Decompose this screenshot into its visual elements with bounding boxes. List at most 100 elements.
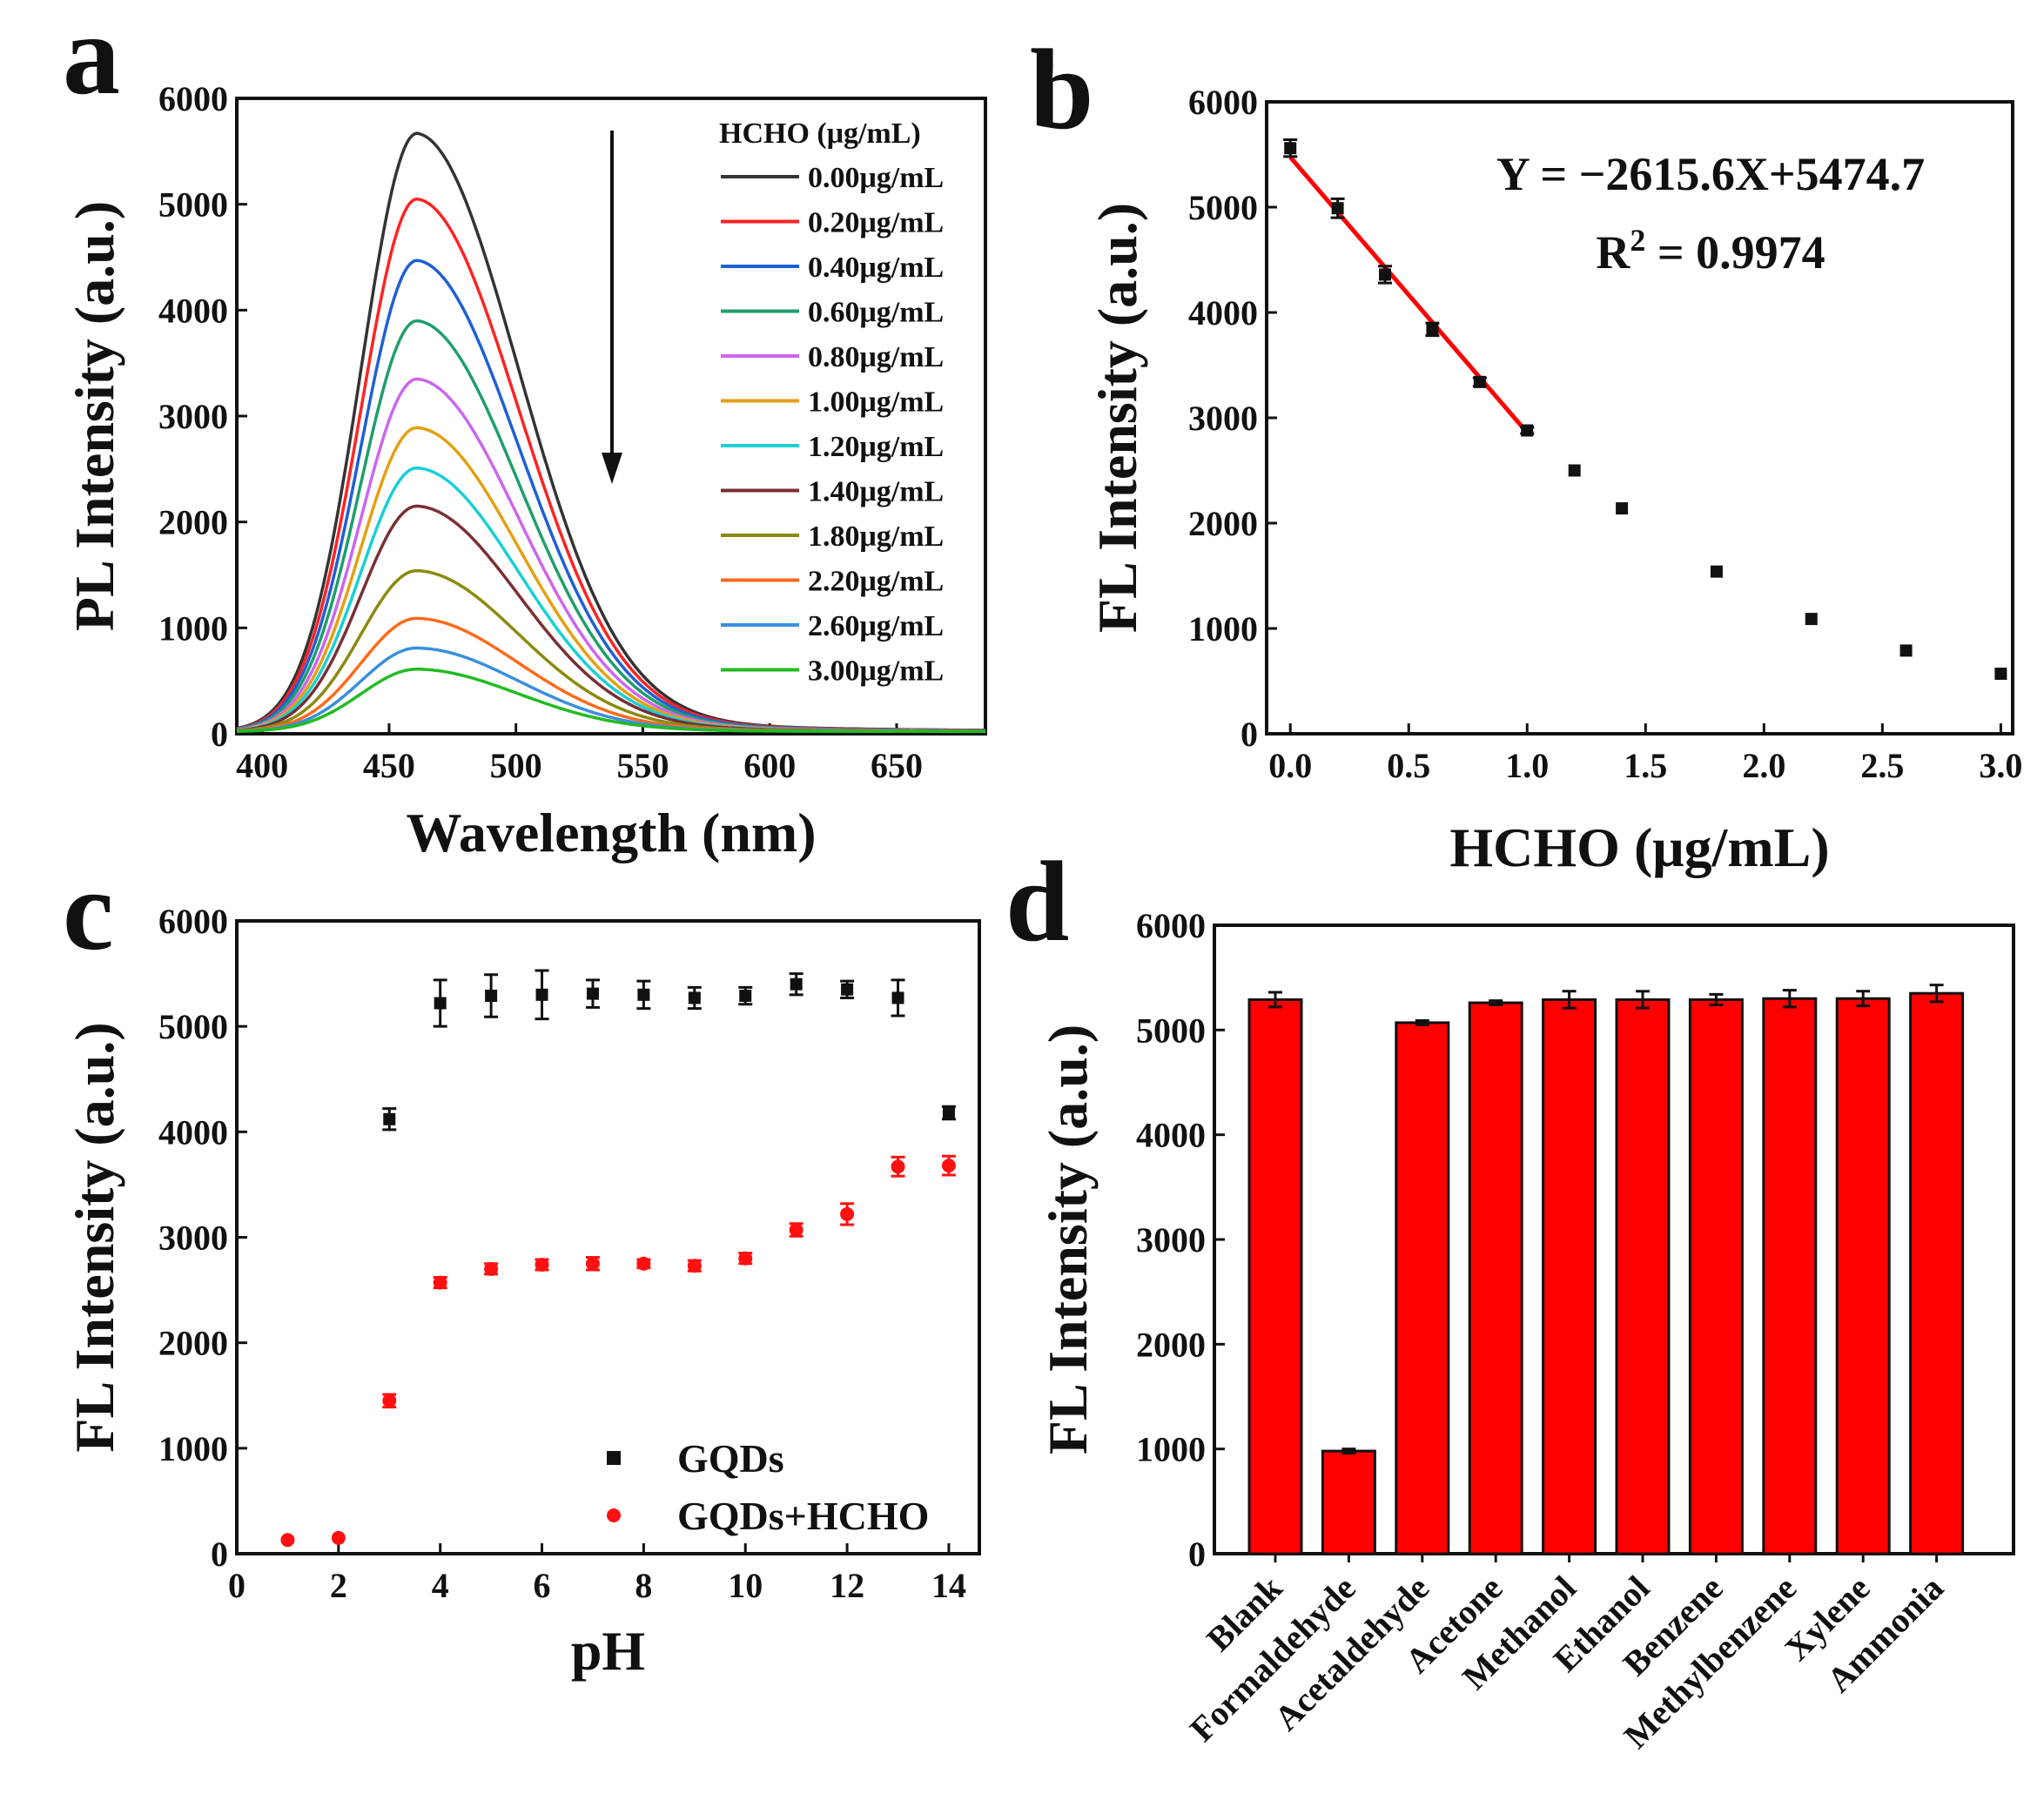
legend-label-2: 0.40μg/mL — [808, 252, 944, 284]
y-tick-label: 6000 — [1136, 906, 1206, 945]
data-point-s1-12 — [891, 1159, 905, 1174]
data-point-s1-9 — [738, 1251, 753, 1266]
x-tick-label: 550 — [616, 746, 669, 785]
data-point-s1-7 — [636, 1256, 651, 1271]
r-squared: R2 = 0.9974 — [1596, 223, 1825, 279]
data-point-s1-0 — [280, 1533, 295, 1548]
x-tick-label: 650 — [871, 746, 923, 785]
y-tick-label: 3000 — [1136, 1220, 1206, 1260]
x-tick-label: 2.0 — [1742, 746, 1785, 785]
data-point-4 — [1473, 375, 1486, 388]
legend-marker-1 — [607, 1508, 621, 1522]
data-point-s0-10 — [891, 991, 904, 1004]
y-tick-label: 1000 — [1188, 609, 1258, 648]
x-tick-label: 400 — [236, 746, 288, 785]
legend-label-8: 1.80μg/mL — [808, 521, 944, 553]
y-tick-label: 4000 — [1136, 1116, 1206, 1155]
legend-label-3: 0.60μg/mL — [808, 297, 944, 329]
legend-label-11: 3.00μg/mL — [808, 655, 944, 688]
legend-marker-0 — [607, 1451, 621, 1465]
legend-label-1: 0.20μg/mL — [808, 207, 944, 239]
legend-label-9: 2.20μg/mL — [808, 566, 944, 598]
x-tick-label: 12 — [830, 1566, 864, 1605]
y-tick-label: 4000 — [1188, 293, 1258, 333]
data-point-s0-7 — [739, 990, 752, 1003]
x-tick-label: 10 — [728, 1566, 763, 1605]
legend-label-4: 0.80μg/mL — [808, 341, 944, 373]
fit-equation: Y = −2615.6X+5474.7 — [1496, 148, 1925, 200]
x-tick-label: 500 — [490, 746, 542, 785]
data-point-s0-0 — [383, 1112, 396, 1125]
panel-b: 0 1000 2000 3000 4000 5000 6000 0.0 0.5 1.0 1.5 2.0… — [1030, 25, 2022, 878]
x-tick-label: 8 — [635, 1566, 652, 1605]
y-tick-label: 2000 — [158, 1324, 228, 1363]
legend-label-10: 2.60μg/mL — [808, 610, 944, 642]
panel-letter-b: b — [1030, 25, 1093, 153]
data-point-s0-11 — [942, 1106, 955, 1119]
bar-7 — [1762, 997, 1818, 1555]
x-tick-label: 2.5 — [1860, 746, 1904, 785]
y-tick-label: 3000 — [158, 397, 228, 436]
x-tick-label: 3.0 — [1979, 746, 2022, 785]
legend-label-0: 0.00μg/mL — [808, 162, 944, 194]
y-tick-label: 1000 — [158, 608, 228, 648]
data-point-s1-3 — [433, 1275, 447, 1290]
panel-letter-a: a — [63, 0, 120, 118]
legend-label-7: 1.40μg/mL — [808, 476, 944, 508]
y-tick-label: 6000 — [158, 79, 228, 118]
data-point-s1-4 — [484, 1261, 499, 1276]
data-point-11 — [1994, 668, 2007, 681]
x-axis-label: Wavelength (nm) — [406, 802, 816, 863]
panel-letter-d: d — [1005, 837, 1069, 965]
x-tick-label: 0 — [228, 1566, 245, 1605]
data-point-s0-5 — [637, 988, 650, 1001]
fit-line — [1288, 155, 1530, 434]
y-axis-label: FL Intensity (a.u.) — [1086, 203, 1148, 633]
y-tick-label: 4000 — [158, 291, 228, 330]
data-point-s1-6 — [585, 1256, 600, 1271]
x-tick-label: 1.5 — [1624, 746, 1667, 785]
data-point-3 — [1426, 323, 1439, 336]
data-point-s1-1 — [331, 1530, 346, 1545]
bar-5 — [1615, 998, 1671, 1555]
legend-title: HCHO (μg/mL) — [719, 118, 921, 150]
data-point-s0-4 — [586, 987, 599, 1000]
panel-c: 0 1000 2000 3000 4000 5000 6000 0 2 4 6 8 10 12 14 c pH F… — [63, 846, 981, 1682]
bar-9 — [1909, 991, 1965, 1555]
data-point-0 — [1284, 142, 1297, 155]
x-tick-label: 6 — [534, 1566, 551, 1605]
legend-label-5: 1.00μg/mL — [808, 386, 944, 419]
y-axis-label: FL Intensity (a.u.) — [64, 1022, 125, 1452]
data-point-s0-8 — [790, 977, 803, 991]
x-tick-label: 4 — [432, 1566, 449, 1605]
bar-8 — [1835, 997, 1891, 1555]
y-tick-label: 5000 — [158, 185, 228, 225]
data-point-s0-1 — [434, 997, 447, 1010]
y-tick-label: 1000 — [1136, 1430, 1206, 1469]
data-point-s0-3 — [535, 988, 548, 1001]
x-axis-label: pH — [571, 1620, 645, 1682]
data-point-2 — [1379, 268, 1392, 281]
data-point-s1-5 — [535, 1258, 549, 1273]
data-point-s0-9 — [841, 983, 854, 996]
y-tick-label: 6000 — [1188, 83, 1258, 122]
spectrum-line-11 — [236, 668, 985, 734]
decrease-arrow-head — [602, 453, 622, 484]
data-point-1 — [1331, 202, 1344, 215]
y-tick-label: 3000 — [158, 1219, 228, 1258]
legend-label-6: 1.20μg/mL — [808, 431, 944, 463]
y-tick-label: 0 — [1188, 1535, 1206, 1574]
data-point-7 — [1616, 502, 1629, 515]
y-axis-label: PL Intensity (a.u.) — [64, 201, 125, 631]
panel-a: 0 1000 2000 3000 4000 5000 6000 400 450 500 550 600… — [63, 0, 987, 863]
legend-label-0: GQDs — [677, 1436, 784, 1481]
legend-label-1: GQDs+HCHO — [677, 1494, 929, 1538]
y-tick-label: 3000 — [1188, 399, 1258, 438]
bar-3 — [1468, 1001, 1523, 1555]
x-axis-label: HCHO (μg/mL) — [1449, 816, 1829, 878]
data-point-s1-11 — [840, 1206, 855, 1221]
y-tick-label: 0 — [211, 715, 228, 754]
data-point-s1-2 — [382, 1394, 397, 1408]
y-tick-label: 1000 — [158, 1429, 228, 1468]
